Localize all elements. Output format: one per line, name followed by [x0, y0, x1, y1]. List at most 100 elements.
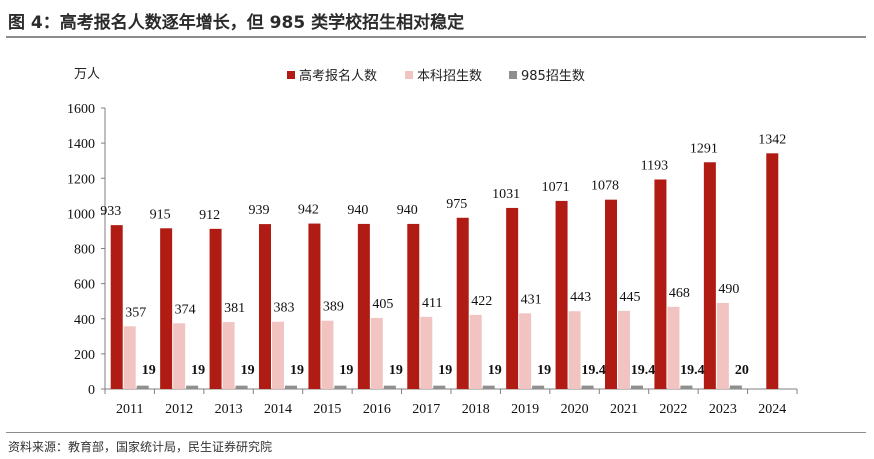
data-label-s1: 1078 — [591, 179, 619, 194]
data-label-s3: 19 — [389, 363, 403, 378]
bar-1 — [555, 200, 568, 389]
x-tick-label: 2019 — [511, 402, 539, 417]
y-tick-label: 1000 — [67, 207, 95, 222]
data-label-s2: 405 — [372, 297, 393, 312]
data-label-s3: 19 — [438, 363, 452, 378]
data-label-s3: 19 — [142, 363, 156, 378]
data-label-s1: 1071 — [542, 180, 570, 195]
x-tick-label: 2020 — [561, 402, 589, 417]
legend-swatch — [509, 71, 517, 79]
legend-label: 本科招生数 — [417, 69, 482, 84]
data-label-s1: 940 — [397, 203, 418, 218]
bar-2 — [272, 321, 284, 389]
data-label-s1: 1031 — [492, 187, 520, 202]
y-tick-label: 0 — [88, 383, 95, 398]
bar-1 — [209, 228, 222, 389]
data-label-s3: 19 — [191, 363, 205, 378]
data-label-s1: 1291 — [690, 141, 718, 156]
bar-series — [110, 153, 779, 389]
bar-1 — [703, 162, 716, 389]
data-label-s1: 975 — [446, 197, 467, 212]
data-label-s1: 939 — [249, 203, 270, 218]
x-tick-label: 2013 — [215, 402, 243, 417]
bar-1 — [766, 153, 779, 389]
bar-2 — [420, 316, 433, 389]
bar-1 — [259, 224, 271, 389]
data-label-s3: 19.4 — [581, 363, 606, 378]
bar-1 — [160, 228, 173, 389]
y-tick-label: 600 — [74, 278, 95, 293]
x-axis-ticks: 2011 2012 2013 2014 2015 2016 2017 2018 2019 2020… — [104, 389, 798, 417]
bar-3 — [235, 385, 248, 389]
data-label-s3: 19 — [488, 363, 502, 378]
bar-chart: 万人 高考报名人数 本科招生数 985招生数 0 200 400 600 800 1000 12… — [67, 67, 798, 417]
y-tick-label: 400 — [74, 313, 95, 328]
bar-2 — [123, 326, 136, 389]
data-label-s1: 1193 — [641, 158, 668, 173]
legend-label: 高考报名人数 — [299, 68, 377, 84]
bar-2 — [716, 302, 729, 389]
legend-swatch — [287, 71, 295, 79]
bar-1 — [605, 199, 617, 389]
source-rule — [6, 432, 866, 433]
bar-3 — [482, 385, 495, 389]
bar-3 — [383, 385, 396, 389]
data-label-s3: 19 — [290, 363, 304, 378]
x-tick-label: 2011 — [116, 402, 143, 417]
x-tick-label: 2016 — [363, 402, 391, 417]
data-label-s2: 445 — [620, 290, 641, 305]
data-label-s3: 19 — [537, 363, 551, 378]
data-label-s3: 19.4 — [680, 363, 705, 378]
data-label-s1: 912 — [199, 208, 220, 223]
x-tick-label: 2022 — [659, 402, 687, 417]
bar-2 — [568, 311, 581, 389]
data-label-s1: 915 — [150, 207, 171, 222]
bar-2 — [469, 314, 482, 389]
figure-title: 图 4：高考报名人数逐年增长，但 985 类学校招生相对稳定 — [8, 13, 465, 33]
data-label-s1: 942 — [298, 203, 319, 218]
y-tick-label: 200 — [74, 348, 95, 363]
bar-3 — [532, 385, 545, 389]
y-tick-label: 800 — [74, 243, 95, 258]
data-label-s2: 490 — [718, 282, 739, 297]
data-label-s2: 422 — [471, 294, 492, 309]
bar-2 — [618, 310, 630, 389]
bar-2 — [222, 322, 235, 389]
data-label-s2: 383 — [274, 301, 295, 316]
x-tick-label: 2018 — [462, 402, 490, 417]
bar-3 — [433, 385, 446, 389]
data-label-s3: 19 — [241, 363, 255, 378]
bar-3 — [285, 385, 297, 389]
x-tick-label: 2023 — [709, 402, 737, 417]
data-label-s2: 468 — [669, 286, 690, 301]
y-tick-label: 1200 — [67, 172, 95, 187]
data-label-s3: 19.4 — [631, 363, 656, 378]
y-tick-label: 1600 — [67, 102, 95, 117]
x-tick-label: 2021 — [610, 402, 638, 417]
bar-2 — [370, 317, 383, 389]
data-label-s1: 940 — [347, 203, 368, 218]
legend-swatch — [405, 71, 413, 79]
data-label-s1: 933 — [100, 204, 121, 219]
bar-1 — [506, 207, 519, 389]
y-tick-label: 1400 — [67, 137, 95, 152]
bar-1 — [308, 223, 321, 389]
legend-label: 985招生数 — [521, 69, 585, 84]
bar-2 — [667, 306, 680, 389]
x-tick-label: 2015 — [313, 402, 341, 417]
x-tick-label: 2017 — [412, 402, 440, 417]
bar-2 — [321, 320, 334, 389]
x-tick-label: 2012 — [165, 402, 193, 417]
bar-3 — [581, 385, 594, 389]
bar-3 — [334, 385, 347, 389]
bar-1 — [110, 225, 123, 389]
data-label-s2: 374 — [175, 302, 196, 317]
source-note: 资料来源：教育部，国家统计局，民生证券研究院 — [8, 440, 273, 454]
bar-1 — [456, 217, 469, 389]
bar-2 — [519, 313, 532, 389]
data-labels: 933 915 912 939 942 940 940 975 1031 1071 1078 1193… — [100, 132, 786, 378]
bar-3 — [186, 385, 199, 389]
bar-2 — [173, 323, 186, 389]
data-label-s1: 1342 — [758, 132, 786, 147]
data-label-s2: 389 — [323, 300, 344, 315]
